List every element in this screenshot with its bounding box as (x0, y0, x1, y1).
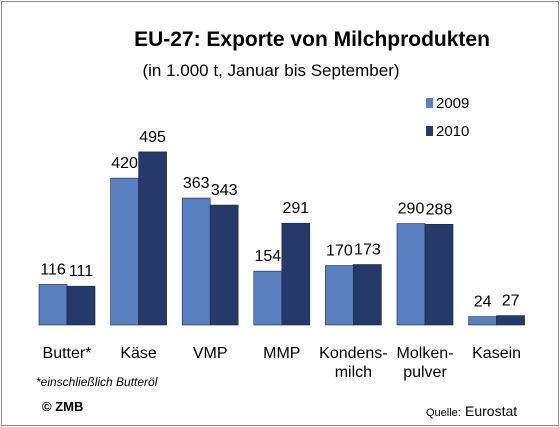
bar-vmp-2010 (209, 204, 239, 326)
category-label-butter: Butter* (43, 345, 92, 362)
bar-käse-2010 (138, 151, 167, 326)
value-label-käse-2010: 495 (139, 129, 166, 146)
chart-title: EU-27: Exporte von Milchprodukten (134, 28, 490, 51)
bar-kondens-milch-2010 (353, 264, 382, 326)
legend: 2009 2010 (426, 95, 469, 140)
value-label-kondens-milch-2010: 173 (354, 242, 381, 259)
source-value: Eurostat (465, 403, 517, 419)
category-label-group: Butter* Käse VMP MMP Kondens-milch Molken-pul… (43, 345, 522, 381)
bar-kasein-2009 (468, 316, 497, 326)
legend-swatch-2009 (426, 98, 433, 108)
value-label-mmp-2009: 154 (254, 248, 281, 265)
value-label-vmp-2010: 343 (211, 182, 238, 199)
bar-butter-2009 (38, 284, 68, 326)
value-label-molken-pulver-2009: 290 (398, 201, 425, 218)
value-label-butter-2009: 116 (40, 261, 66, 278)
legend-label-2010: 2010 (436, 123, 469, 140)
bar-mmp-2009 (253, 270, 283, 326)
bar-käse-2009 (110, 177, 139, 326)
value-label-kasein-2010: 27 (502, 293, 520, 310)
value-label-kasein-2009: 24 (474, 294, 492, 311)
category-label-käse: Käse (120, 345, 157, 362)
category-label-molken-pulver-line2: pulver (403, 364, 447, 381)
value-label-kondens-milch-2009: 170 (326, 243, 353, 260)
category-label-kondens-milch-line2: milch (335, 364, 372, 381)
source-label: Quelle: (426, 407, 461, 419)
category-label-kondens-milch-line1: Kondens- (319, 345, 388, 362)
copyright: © ZMB (42, 399, 83, 414)
bar-kondens-milch-2009 (325, 265, 354, 326)
bar-group (38, 151, 525, 326)
category-label-mmp: MMP (263, 345, 300, 362)
bar-butter-2010 (66, 285, 96, 326)
legend-swatch-2010 (426, 126, 433, 136)
category-label-vmp: VMP (193, 345, 228, 362)
value-label-butter-2010: 111 (69, 263, 93, 280)
value-label-käse-2009: 420 (111, 155, 138, 172)
category-label-kasein: Kasein (472, 345, 521, 362)
legend-label-2009: 2009 (436, 95, 469, 112)
bar-vmp-2009 (181, 197, 211, 326)
category-label-molken-pulver-line1: Molken- (397, 345, 454, 362)
bar-molken-pulver-2010 (424, 223, 454, 326)
value-label-molken-pulver-2010: 288 (426, 201, 453, 218)
value-label-vmp-2009: 363 (183, 175, 210, 192)
footnote: *einschließlich Butteröl (36, 375, 158, 389)
bar-kasein-2010 (496, 315, 525, 326)
value-label-mmp-2010: 291 (282, 200, 309, 217)
bar-molken-pulver-2009 (396, 223, 426, 326)
bar-mmp-2010 (281, 222, 311, 326)
chart-subtitle: (in 1.000 t, Januar bis September) (142, 61, 399, 80)
